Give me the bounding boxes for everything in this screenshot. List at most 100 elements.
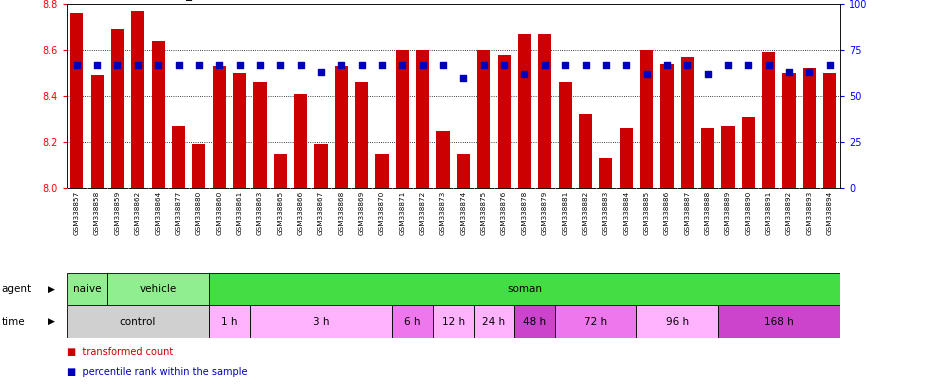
Bar (433, 305, 474, 338)
Text: GSM338879: GSM338879 (542, 191, 548, 235)
Bar (474, 305, 514, 338)
Text: 1 h: 1 h (221, 316, 238, 327)
Bar (579, 114, 592, 188)
Point (314, 69, 328, 75)
Point (69, 61, 84, 68)
Point (171, 61, 186, 68)
Point (517, 71, 532, 77)
Bar (392, 305, 433, 338)
Bar (152, 41, 165, 188)
Point (151, 61, 166, 68)
Text: GSM338857: GSM338857 (74, 191, 80, 235)
Bar (253, 82, 266, 188)
Bar (457, 154, 470, 188)
Point (660, 61, 674, 68)
Bar (111, 29, 124, 188)
Bar (131, 11, 144, 188)
Bar (538, 34, 551, 188)
Text: GSM338875: GSM338875 (481, 191, 487, 235)
Bar (555, 305, 636, 338)
Bar (250, 305, 392, 338)
Point (191, 61, 206, 68)
Point (741, 61, 756, 68)
Text: GSM338866: GSM338866 (298, 191, 303, 235)
Text: GSM338861: GSM338861 (237, 191, 242, 235)
Point (273, 61, 288, 68)
Text: GSM338877: GSM338877 (176, 191, 181, 235)
Bar (599, 158, 612, 188)
Text: GSM338881: GSM338881 (562, 191, 568, 235)
Text: 3 h: 3 h (313, 316, 329, 327)
Text: time: time (2, 316, 26, 327)
Text: 168 h: 168 h (764, 316, 794, 327)
Text: ▶: ▶ (48, 285, 55, 293)
Text: GSM338858: GSM338858 (94, 191, 100, 235)
Bar (107, 273, 209, 305)
Text: agent: agent (2, 284, 32, 294)
Bar (722, 126, 734, 188)
Text: GSM338870: GSM338870 (379, 191, 385, 235)
Text: GSM338887: GSM338887 (684, 191, 690, 235)
Point (721, 61, 735, 68)
Text: GSM338874: GSM338874 (461, 191, 466, 235)
Point (700, 71, 715, 77)
Bar (209, 273, 840, 305)
Bar (718, 305, 840, 338)
Point (537, 61, 552, 68)
Bar (620, 128, 633, 188)
Bar (416, 50, 429, 188)
Bar (209, 305, 250, 338)
Bar (636, 305, 718, 338)
Point (395, 61, 410, 68)
Text: GSM338891: GSM338891 (766, 191, 771, 235)
Bar (823, 73, 836, 188)
Point (782, 69, 796, 75)
Bar (701, 128, 714, 188)
Text: GSM338859: GSM338859 (115, 191, 120, 235)
Text: GSM338890: GSM338890 (746, 191, 751, 235)
Text: GSM338888: GSM338888 (705, 191, 710, 235)
Bar (660, 64, 673, 188)
Point (476, 61, 491, 68)
Point (354, 61, 369, 68)
Text: ■  percentile rank within the sample: ■ percentile rank within the sample (67, 367, 247, 377)
Bar (376, 154, 388, 188)
Text: GSM338862: GSM338862 (135, 191, 141, 235)
Point (680, 61, 695, 68)
Bar (783, 73, 796, 188)
Bar (518, 34, 531, 188)
Point (619, 61, 634, 68)
Point (293, 61, 308, 68)
Point (212, 61, 227, 68)
Bar (294, 94, 307, 188)
Bar (192, 144, 205, 188)
Point (334, 61, 349, 68)
Bar (437, 131, 450, 188)
Bar (213, 66, 226, 188)
Point (578, 61, 593, 68)
Bar (67, 305, 209, 338)
Text: 96 h: 96 h (665, 316, 688, 327)
Point (598, 61, 613, 68)
Text: GSM338889: GSM338889 (725, 191, 731, 235)
Bar (762, 52, 775, 188)
Text: control: control (119, 316, 156, 327)
Text: GSM338868: GSM338868 (339, 191, 344, 235)
Text: GSM338869: GSM338869 (359, 191, 364, 235)
Text: GSM338871: GSM338871 (400, 191, 405, 235)
Bar (640, 50, 653, 188)
Point (90, 61, 105, 68)
Point (110, 61, 125, 68)
Text: 48 h: 48 h (524, 316, 546, 327)
Point (822, 61, 837, 68)
Bar (559, 82, 572, 188)
Point (639, 71, 654, 77)
Text: ▶: ▶ (48, 317, 55, 326)
Point (232, 61, 247, 68)
Text: vehicle: vehicle (140, 284, 177, 294)
Text: GSM338878: GSM338878 (522, 191, 527, 235)
Text: GSM338886: GSM338886 (664, 191, 670, 235)
Point (761, 61, 776, 68)
Bar (91, 75, 104, 188)
Bar (498, 55, 511, 188)
